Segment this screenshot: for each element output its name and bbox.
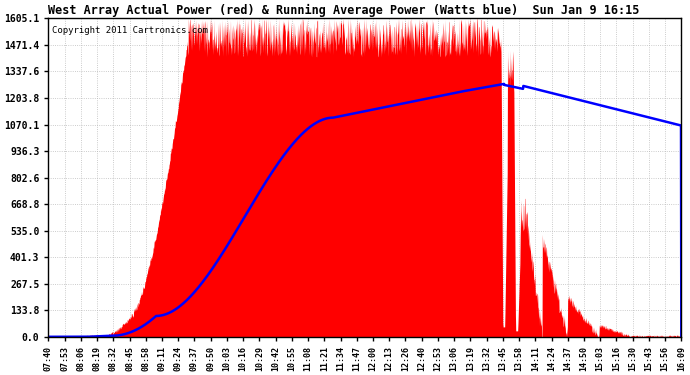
Text: West Array Actual Power (red) & Running Average Power (Watts blue)  Sun Jan 9 16: West Array Actual Power (red) & Running …	[48, 4, 640, 17]
Text: Copyright 2011 Cartronics.com: Copyright 2011 Cartronics.com	[52, 26, 208, 35]
